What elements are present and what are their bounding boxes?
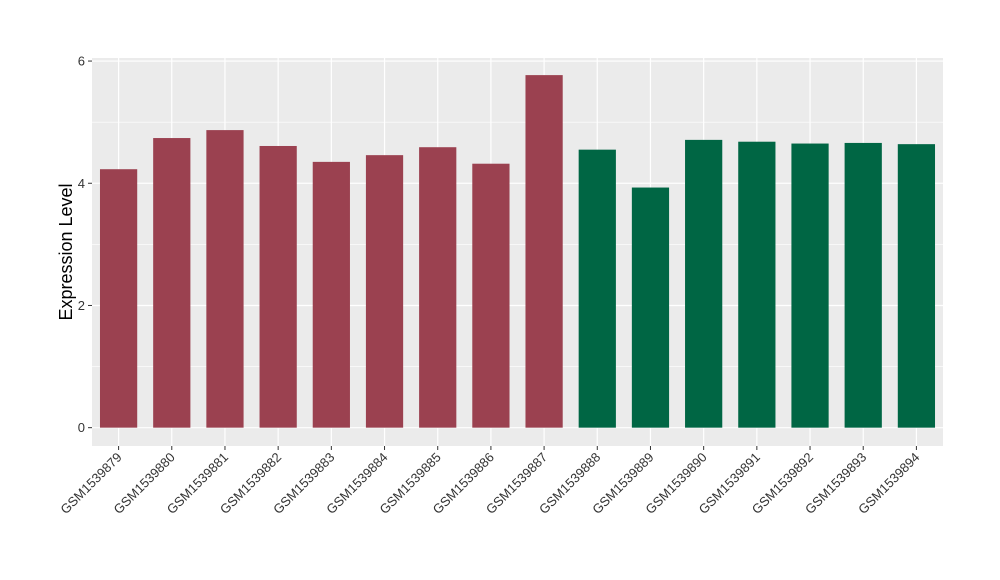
bar xyxy=(206,130,244,428)
bar xyxy=(312,161,350,428)
y-axis-title: Expression Level xyxy=(56,183,76,320)
y-tick-label: 6 xyxy=(78,54,85,69)
bar xyxy=(631,187,670,428)
bar xyxy=(844,142,882,428)
bar xyxy=(419,147,457,428)
bar xyxy=(685,139,723,428)
bar xyxy=(578,149,616,428)
bar xyxy=(897,144,936,428)
bar xyxy=(525,75,563,428)
x-axis: GSM1539879GSM1539880GSM1539881GSM1539882… xyxy=(57,446,923,517)
y-axis: 0 2 4 6 xyxy=(78,54,92,435)
bars xyxy=(99,75,936,428)
y-tick-label: 0 xyxy=(78,420,85,435)
y-tick-label: 2 xyxy=(78,298,85,313)
bar xyxy=(153,138,191,428)
bar xyxy=(365,155,404,428)
bar xyxy=(738,141,776,428)
bar xyxy=(472,163,510,428)
bar xyxy=(791,143,829,428)
bar xyxy=(99,169,138,428)
y-tick-label: 4 xyxy=(78,176,85,191)
bar xyxy=(259,145,297,428)
